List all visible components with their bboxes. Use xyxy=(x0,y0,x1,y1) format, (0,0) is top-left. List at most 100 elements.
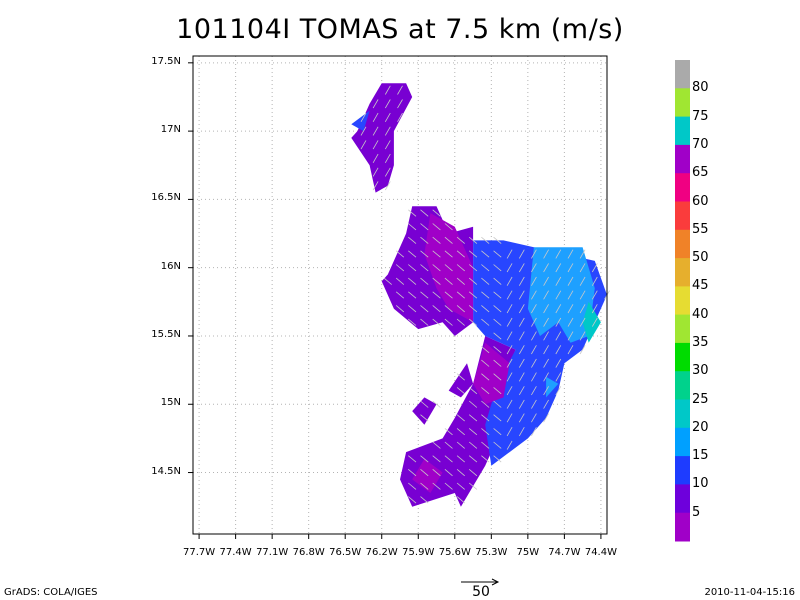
wind-vector xyxy=(531,358,537,368)
wind-vector xyxy=(468,400,478,408)
wind-vector xyxy=(555,276,562,286)
wind-vector xyxy=(531,413,537,423)
wind-vector xyxy=(543,399,549,409)
wind-vector xyxy=(531,263,537,273)
wind-vector xyxy=(555,386,562,396)
wind-vector xyxy=(456,455,465,463)
wind-vector xyxy=(506,386,513,396)
wind-vector xyxy=(506,399,513,409)
plot-frame xyxy=(192,55,608,535)
y-tick-label: 14.5N xyxy=(151,465,181,477)
wind-vector xyxy=(456,414,465,422)
wind-vector xyxy=(531,249,537,259)
wind-vector xyxy=(518,399,525,409)
axis-ticks xyxy=(188,62,602,539)
wind-vector xyxy=(543,317,549,327)
wind-vector xyxy=(420,482,429,490)
wind-vector xyxy=(555,304,562,314)
wind-vector xyxy=(408,468,417,477)
colorbar-swatch xyxy=(675,201,690,231)
wind-vector xyxy=(372,112,379,122)
wind-vector xyxy=(372,167,379,177)
wind-vector xyxy=(372,126,379,136)
wind-vector xyxy=(420,318,429,326)
colorbar-swatch xyxy=(675,512,690,542)
wind-vector xyxy=(481,359,490,367)
wind-vector xyxy=(456,291,465,299)
x-tick-label: 76.8W xyxy=(292,547,325,558)
colorbar-label: 25 xyxy=(692,391,709,407)
wind-vector xyxy=(444,428,453,436)
colorbar-label: 70 xyxy=(692,136,709,152)
wind-vector xyxy=(543,372,549,382)
wind-vector xyxy=(432,441,441,449)
wind-vector xyxy=(506,249,513,259)
wind-vector xyxy=(384,140,391,150)
colorbar-label: 35 xyxy=(692,334,709,350)
wind-vector xyxy=(518,358,525,368)
wind-vector xyxy=(408,305,417,313)
wind-vector xyxy=(420,291,429,299)
wind-vector xyxy=(468,387,478,395)
wind-vector xyxy=(567,304,574,314)
software-credit: GrADS: COLA/IGES xyxy=(4,587,98,598)
x-tick-label: 77.4W xyxy=(219,547,252,558)
wind-vector xyxy=(420,414,429,422)
wind-vector xyxy=(420,223,429,231)
wind-vector xyxy=(444,264,453,272)
wind-vector xyxy=(543,304,549,314)
wind-vector xyxy=(468,250,478,258)
wind-vector xyxy=(555,331,562,341)
wind-vector xyxy=(372,99,379,109)
wind-vector xyxy=(555,317,562,327)
wind-vector xyxy=(384,112,391,122)
chart-title: 101104I TOMAS at 7.5 km (m/s) xyxy=(176,14,624,45)
wind-vector xyxy=(579,331,586,341)
wind-vector xyxy=(579,263,586,273)
wind-vector xyxy=(468,277,478,285)
x-tick-label: 74.4W xyxy=(584,547,617,558)
wind-vector xyxy=(531,290,537,300)
colorbar-label: 50 xyxy=(692,250,709,266)
wind-vector xyxy=(567,249,574,259)
wind-vector xyxy=(506,331,513,341)
colorbar-swatch xyxy=(675,399,690,429)
wind-vector xyxy=(432,236,441,244)
wind-vector xyxy=(408,455,417,463)
y-tick-label: 15.5N xyxy=(151,328,181,340)
wind-vector xyxy=(444,236,453,244)
wind-vector xyxy=(456,482,465,490)
wind-vector xyxy=(397,85,403,95)
wind-vector xyxy=(543,249,549,259)
timestamp: 2010-11-04-15:16 xyxy=(704,587,795,598)
wind-vector xyxy=(432,277,441,285)
wind-vector xyxy=(506,345,513,355)
wind-vector xyxy=(543,331,549,341)
wind-vector xyxy=(468,264,478,272)
wind-vector xyxy=(493,428,502,436)
wind-vector xyxy=(531,317,537,327)
wind-vector xyxy=(506,372,513,382)
wind-vector xyxy=(408,250,417,258)
wind-vector xyxy=(543,386,549,396)
y-tick-label: 15N xyxy=(160,397,181,409)
colorbar-swatch xyxy=(675,371,690,400)
wind-vector xyxy=(555,372,562,382)
wind-vector xyxy=(543,358,549,368)
wind-vector xyxy=(506,276,513,286)
wind-vector xyxy=(444,305,453,313)
wind-vector xyxy=(481,318,490,326)
wind-vector xyxy=(567,263,574,273)
colorbar-swatch xyxy=(675,144,690,174)
wind-vector xyxy=(567,331,574,341)
wind-vector xyxy=(395,277,405,285)
colorbar-label: 40 xyxy=(692,306,709,322)
wind-vector xyxy=(481,455,490,463)
wind-vector xyxy=(493,250,502,258)
wind-vector xyxy=(468,236,478,244)
x-tick-label: 74.7W xyxy=(548,547,581,558)
colorbar-swatch xyxy=(675,427,690,457)
wind-vector xyxy=(372,153,379,163)
wind-vector xyxy=(444,318,453,326)
wind-vector xyxy=(395,305,405,313)
